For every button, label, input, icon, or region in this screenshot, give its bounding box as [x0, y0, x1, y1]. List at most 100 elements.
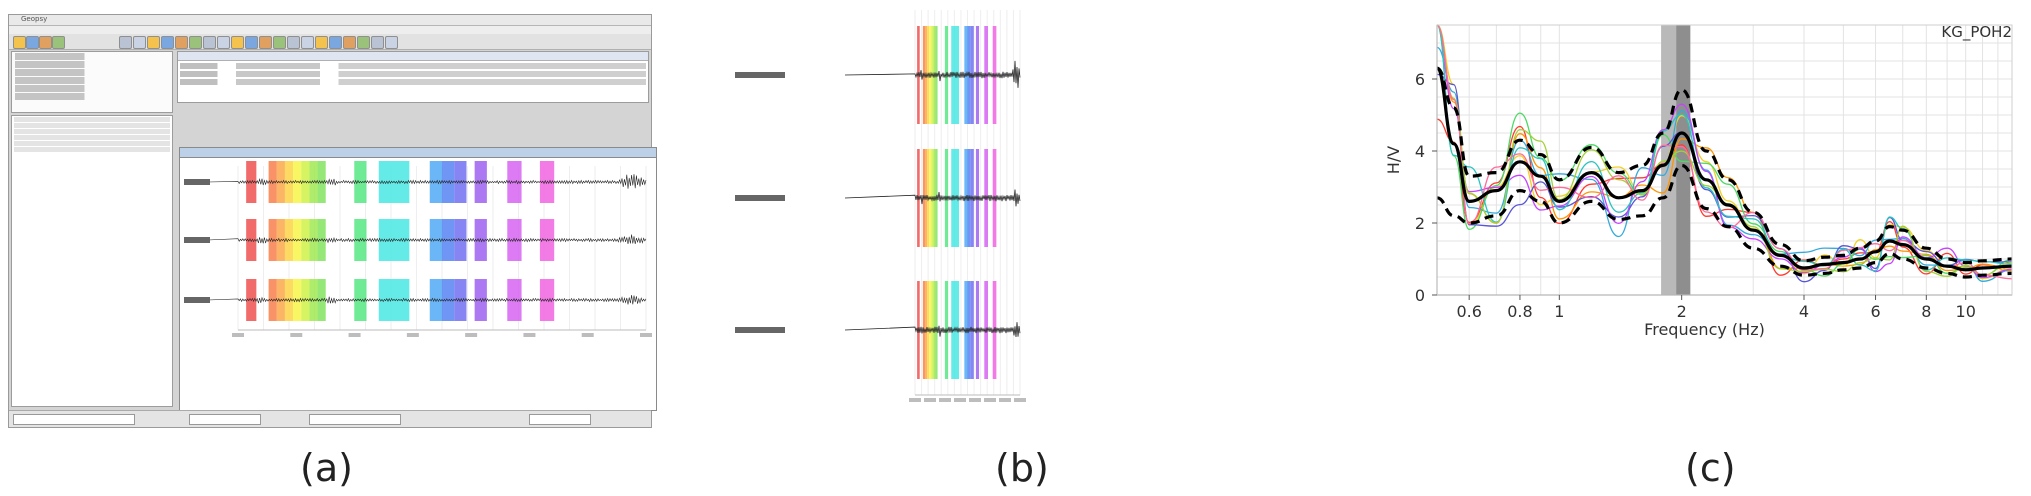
toolbar-button[interactable] [371, 36, 384, 49]
time-window [378, 161, 410, 203]
time-window [317, 219, 326, 261]
x-tick-label: 0.8 [1507, 302, 1532, 321]
panel-label-a: (a) [300, 446, 353, 490]
time-window [354, 219, 367, 261]
time-window [429, 279, 442, 321]
toolbar-button[interactable] [217, 36, 230, 49]
toolbar-button[interactable] [13, 36, 26, 49]
status-field[interactable] [529, 414, 591, 425]
channel-label [735, 195, 785, 201]
window-curve [1436, 24, 2013, 277]
toolbar-button[interactable] [329, 36, 342, 49]
list-item[interactable] [14, 129, 170, 134]
subwindow-titlebar[interactable] [180, 148, 656, 158]
time-tick-label [909, 398, 921, 402]
toolbar-button[interactable] [357, 36, 370, 49]
time-tick-label [939, 398, 951, 402]
window-curve [1436, 46, 2013, 282]
project-tree-panel[interactable] [11, 51, 173, 113]
status-field[interactable] [189, 414, 261, 425]
tree-row[interactable] [15, 61, 169, 68]
tree-row[interactable] [15, 77, 169, 84]
list-item[interactable] [14, 141, 170, 146]
table-row[interactable] [180, 79, 646, 85]
time-window [964, 281, 968, 379]
time-window [951, 281, 960, 379]
toolbar-button[interactable] [175, 36, 188, 49]
status-field[interactable] [309, 414, 401, 425]
y-tick-label: 2 [1415, 214, 1425, 233]
tree-row[interactable] [15, 69, 169, 76]
toolbar-button[interactable] [273, 36, 286, 49]
toolbar-button[interactable] [287, 36, 300, 49]
toolbar-button[interactable] [147, 36, 160, 49]
toolbar-button[interactable] [203, 36, 216, 49]
seismic-trace [844, 60, 1021, 88]
toolbar-button[interactable] [39, 36, 52, 49]
toolbar-button[interactable] [301, 36, 314, 49]
toolbar-button[interactable] [189, 36, 202, 49]
list-item[interactable] [14, 135, 170, 140]
signal-list-panel[interactable] [11, 115, 173, 407]
time-window [378, 219, 410, 261]
time-window [246, 161, 257, 203]
table-row[interactable] [180, 63, 646, 69]
x-axis-label: Frequency (Hz) [1644, 320, 1765, 339]
seismic-trace [207, 234, 647, 245]
toolbar-button[interactable] [245, 36, 258, 49]
time-window [301, 219, 310, 261]
app-title: Geopsy [21, 15, 48, 23]
toolbar-button[interactable] [231, 36, 244, 49]
std-curve [1436, 163, 2013, 279]
time-window [354, 279, 367, 321]
toolbar-button[interactable] [119, 36, 132, 49]
toolbar-button[interactable] [52, 36, 65, 49]
list-item[interactable] [14, 123, 170, 128]
time-window [268, 219, 277, 261]
toolbar-button[interactable] [315, 36, 328, 49]
time-window [309, 161, 318, 203]
tree-row[interactable] [15, 85, 169, 92]
time-tick-label [640, 333, 652, 337]
toolbar-button[interactable] [343, 36, 356, 49]
time-tick-label [924, 398, 936, 402]
table-header [178, 52, 648, 61]
toolbar-button[interactable] [259, 36, 272, 49]
individual-window-curves [1436, 24, 2013, 283]
x-tick-label: 6 [1870, 302, 1880, 321]
status-field[interactable] [13, 414, 135, 425]
window-curve [1436, 24, 2013, 272]
toolbar-button[interactable] [133, 36, 146, 49]
hv-chart: 0.6 0.8 1 2 4 6 8 10 0 2 4 6 KG_POH2 Frequency (Hz)… [1384, 23, 2013, 339]
list-item[interactable] [14, 147, 170, 152]
x-tick-label: 10 [1956, 302, 1976, 321]
time-tick-label [348, 333, 361, 337]
toolbar [9, 34, 651, 50]
tree-row[interactable] [15, 93, 169, 100]
window-curve [1436, 73, 2013, 283]
time-window [246, 219, 257, 261]
time-window [922, 281, 925, 379]
status-bar [9, 410, 651, 427]
menu-bar[interactable]: FileEditViewToolsWindowHelp [9, 26, 651, 43]
time-window [442, 279, 455, 321]
toolbar-button[interactable] [26, 36, 39, 49]
channel-label [184, 237, 210, 243]
time-window [309, 219, 318, 261]
time-tick-label [232, 333, 244, 337]
waveform-subwindow[interactable] [179, 147, 657, 411]
time-window [951, 149, 960, 247]
tree-row[interactable] [15, 53, 169, 60]
table-row[interactable] [180, 71, 646, 77]
list-item[interactable] [14, 117, 170, 122]
chart-axes [1436, 24, 2013, 296]
toolbar-button[interactable] [161, 36, 174, 49]
x-tick-label: 1 [1554, 302, 1564, 321]
chart-title: KG_POH2 [1941, 23, 2012, 42]
time-window [442, 219, 455, 261]
time-tick-label [290, 333, 303, 337]
time-tick-label [999, 398, 1011, 402]
waveform-plot-large [735, 10, 1026, 402]
signal-table[interactable] [177, 51, 649, 103]
toolbar-button[interactable] [385, 36, 398, 49]
